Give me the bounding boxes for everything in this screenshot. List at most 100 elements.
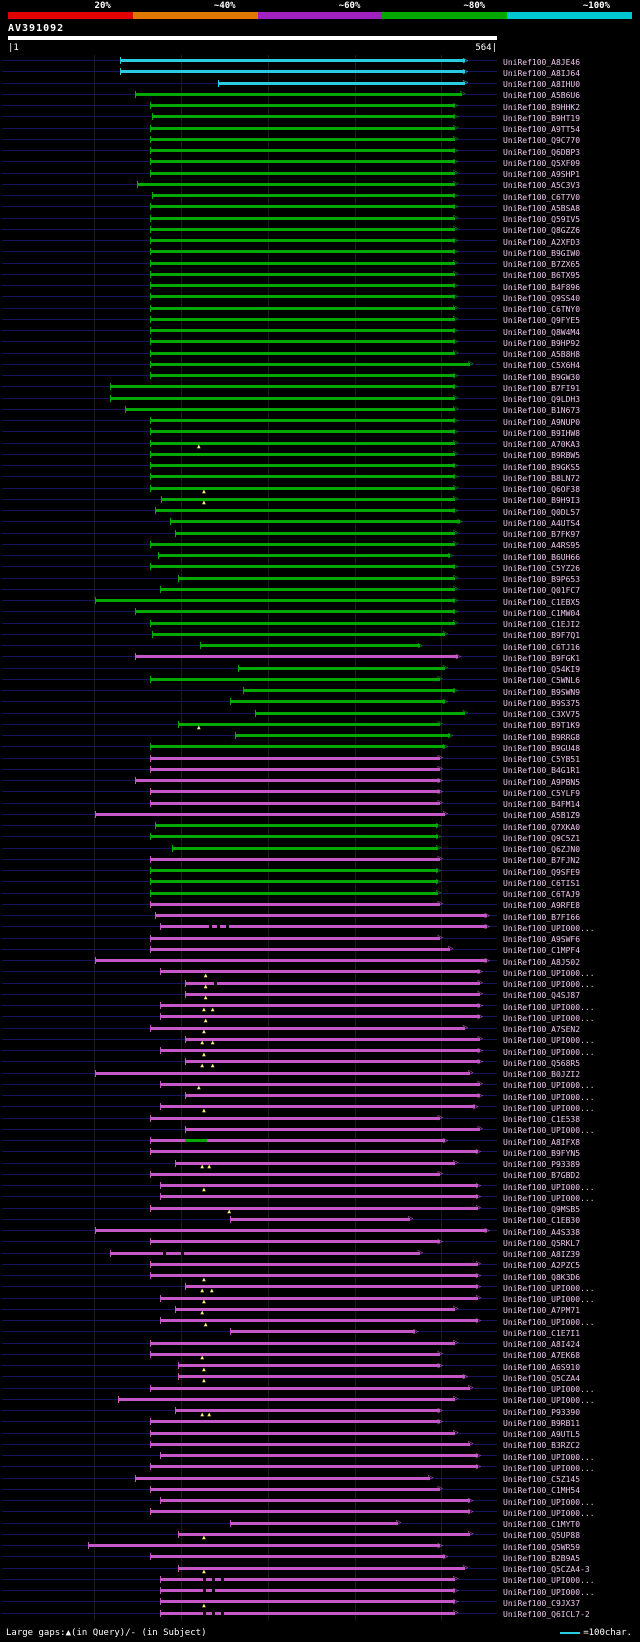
- alignment-bar[interactable]: [185, 979, 480, 987]
- alignment-bar[interactable]: [159, 1193, 478, 1201]
- alignment-bar[interactable]: [149, 1204, 478, 1212]
- hit-label[interactable]: UniRef100_A5B1Z9: [503, 811, 581, 821]
- alignment-bar[interactable]: [149, 237, 456, 244]
- alignment-bar[interactable]: [120, 57, 465, 64]
- alignment-bar[interactable]: [149, 428, 456, 436]
- hit-label[interactable]: UniRef100_B9RRG8: [503, 732, 581, 742]
- hit-label[interactable]: UniRef100_C6TAJ9: [503, 890, 581, 899]
- hit-label[interactable]: UniRef100_C5YB51: [503, 755, 581, 764]
- alignment-bar[interactable]: [149, 282, 456, 289]
- alignment-bar[interactable]: [149, 315, 456, 323]
- alignment-bar[interactable]: [154, 822, 438, 829]
- alignment-bar[interactable]: [218, 79, 465, 87]
- hit-label[interactable]: UniRef100_Q8W4M4: [503, 327, 581, 337]
- alignment-bar[interactable]: [109, 1249, 420, 1257]
- alignment-bar[interactable]: [149, 225, 456, 233]
- hit-label[interactable]: UniRef100_A7PM71: [503, 1306, 581, 1316]
- alignment-bar[interactable]: [159, 1294, 478, 1302]
- alignment-bar[interactable]: [149, 462, 456, 469]
- hit-label[interactable]: UniRef100_B2B9A5: [503, 1553, 581, 1563]
- alignment-bar[interactable]: [149, 619, 456, 627]
- hit-label[interactable]: UniRef100_B7GBD2: [503, 1171, 581, 1181]
- alignment-bar[interactable]: [185, 1125, 480, 1133]
- hit-label[interactable]: UniRef100_B9F7Q1: [503, 631, 581, 641]
- hit-label[interactable]: UniRef100_Q01FC7: [503, 586, 581, 596]
- hit-label[interactable]: UniRef100_Q7XKA0: [503, 822, 581, 832]
- alignment-bar[interactable]: [149, 889, 438, 897]
- alignment-bar[interactable]: [149, 439, 456, 447]
- alignment-bar[interactable]: [159, 1182, 478, 1189]
- alignment-bar[interactable]: [149, 248, 456, 256]
- alignment-bar[interactable]: [149, 1238, 440, 1246]
- hit-label[interactable]: UniRef100_C3XV75: [503, 710, 581, 719]
- alignment-bar[interactable]: [149, 203, 456, 211]
- alignment-bar[interactable]: [149, 1170, 440, 1178]
- alignment-bar[interactable]: [109, 394, 456, 402]
- alignment-bar[interactable]: [149, 765, 440, 773]
- hit-label[interactable]: UniRef100_C6TJ16: [503, 642, 581, 652]
- alignment-bar[interactable]: [159, 1080, 480, 1088]
- hit-label[interactable]: UniRef100_C6T7V0: [503, 192, 581, 202]
- alignment-bar[interactable]: [137, 180, 456, 188]
- hit-label[interactable]: UniRef100_A4UTS4: [503, 518, 581, 528]
- alignment-bar[interactable]: [149, 147, 456, 154]
- alignment-bar[interactable]: [152, 630, 445, 638]
- hit-label[interactable]: UniRef100_Q59IV5: [503, 215, 581, 224]
- hit-label[interactable]: UniRef100_B9IHW8: [503, 428, 581, 438]
- hit-label[interactable]: UniRef100_B7ZX65: [503, 260, 581, 269]
- alignment-bar[interactable]: [149, 867, 438, 874]
- alignment-bar[interactable]: [149, 327, 456, 334]
- hit-label[interactable]: UniRef100_A8I424: [503, 1340, 581, 1349]
- alignment-bar[interactable]: [174, 1407, 440, 1414]
- hit-label[interactable]: UniRef100_B9HT19: [503, 113, 581, 123]
- alignment-bar[interactable]: [149, 1429, 456, 1437]
- alignment-bar[interactable]: [149, 1440, 471, 1448]
- alignment-bar[interactable]: [149, 934, 440, 942]
- alignment-bar[interactable]: [134, 777, 440, 784]
- alignment-bar[interactable]: [230, 1215, 411, 1223]
- hit-label[interactable]: UniRef100_Q6OF38: [503, 485, 581, 494]
- alignment-bar[interactable]: [134, 608, 456, 616]
- alignment-bar[interactable]: [149, 360, 471, 368]
- alignment-bar[interactable]: [152, 192, 456, 199]
- alignment-bar[interactable]: [149, 158, 456, 166]
- alignment-bar[interactable]: [94, 1227, 487, 1234]
- alignment-bar[interactable]: [185, 1035, 480, 1043]
- alignment-bar[interactable]: [159, 1002, 480, 1009]
- alignment-bar[interactable]: [234, 732, 451, 739]
- hit-label[interactable]: UniRef100_B7FJN2: [503, 856, 581, 866]
- alignment-bar[interactable]: [178, 1564, 465, 1572]
- hit-label[interactable]: UniRef100_UPI000...: [503, 1081, 595, 1091]
- alignment-bar[interactable]: [149, 349, 456, 357]
- alignment-bar[interactable]: [149, 788, 440, 796]
- hit-label[interactable]: UniRef100_C5Z145: [503, 1475, 581, 1484]
- alignment-bar[interactable]: [149, 855, 440, 863]
- hit-label[interactable]: UniRef100_B9S375: [503, 698, 581, 708]
- alignment-bar[interactable]: [178, 1530, 471, 1538]
- hit-label[interactable]: UniRef100_B7FI91: [503, 383, 581, 393]
- hit-label[interactable]: UniRef100_B8LN72: [503, 473, 581, 483]
- hit-label[interactable]: UniRef100_A5BSA8: [503, 203, 581, 213]
- alignment-bar[interactable]: [149, 563, 456, 571]
- hit-label[interactable]: UniRef100_B9H9I3: [503, 496, 581, 506]
- alignment-bar[interactable]: [159, 1317, 478, 1324]
- alignment-bar[interactable]: [160, 495, 456, 503]
- hit-label[interactable]: UniRef100_Q5WR59: [503, 1542, 581, 1552]
- hit-label[interactable]: UniRef100_B9GIW0: [503, 248, 581, 258]
- hit-label[interactable]: UniRef100_Q6ZJN0: [503, 845, 581, 854]
- alignment-bar[interactable]: [230, 1328, 416, 1336]
- alignment-bar[interactable]: [149, 270, 456, 278]
- alignment-bar[interactable]: [149, 169, 456, 177]
- hit-label[interactable]: UniRef100_Q9C770: [503, 136, 581, 146]
- alignment-bar[interactable]: [149, 743, 445, 751]
- hit-label[interactable]: UniRef100_B9RB11: [503, 1418, 581, 1428]
- hit-label[interactable]: UniRef100_A9NUP0: [503, 417, 581, 427]
- hit-label[interactable]: UniRef100_C5X6H4: [503, 361, 581, 371]
- alignment-bar[interactable]: [149, 1272, 478, 1279]
- hit-label[interactable]: UniRef100_Q9C5Z1: [503, 833, 581, 843]
- hit-label[interactable]: UniRef100_B4G1R1: [503, 766, 581, 776]
- alignment-bar[interactable]: [159, 1609, 456, 1617]
- hit-label[interactable]: UniRef100_A8IFX8: [503, 1137, 581, 1147]
- alignment-bar[interactable]: [172, 844, 438, 852]
- alignment-bar[interactable]: [149, 1024, 465, 1032]
